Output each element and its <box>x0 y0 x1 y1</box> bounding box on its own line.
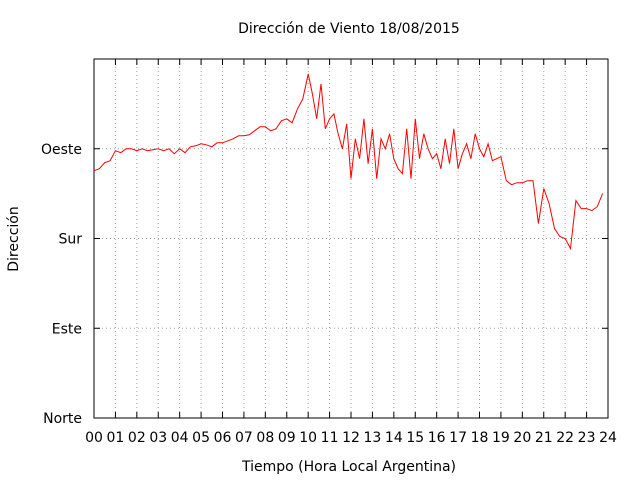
x-tick-label: 20 <box>513 430 531 446</box>
y-tick-label: Sur <box>58 232 82 248</box>
axis-ticks <box>93 59 609 419</box>
x-axis-label: Tiempo (Hora Local Argentina) <box>241 459 456 475</box>
x-tick-label: 23 <box>578 430 596 446</box>
x-tick-label: 08 <box>256 430 274 446</box>
y-tick-label: Norte <box>43 411 82 427</box>
grid-lines <box>94 59 608 418</box>
series-line-wind-direction <box>93 73 604 251</box>
y-axis-label: Dirección <box>6 206 22 271</box>
x-tick-label: 07 <box>235 430 253 446</box>
y-tick-label: Este <box>52 321 82 337</box>
x-tick-label: 22 <box>556 430 574 446</box>
x-tick-label: 12 <box>342 430 360 446</box>
x-tick-label: 09 <box>278 430 296 446</box>
x-tick-label: 02 <box>128 430 146 446</box>
x-tick-label: 04 <box>171 430 189 446</box>
x-tick-label: 18 <box>471 430 489 446</box>
x-tick-label: 10 <box>299 430 317 446</box>
x-tick-label: 00 <box>85 430 103 446</box>
x-tick-label: 16 <box>428 430 446 446</box>
x-tick-label: 06 <box>214 430 232 446</box>
x-tick-label: 24 <box>599 430 617 446</box>
x-tick-label: 21 <box>535 430 553 446</box>
x-tick-label: 05 <box>192 430 210 446</box>
x-tick-label: 03 <box>149 430 167 446</box>
y-tick-label: Oeste <box>41 142 82 158</box>
chart-title: Dirección de Viento 18/08/2015 <box>238 21 460 37</box>
x-tick-label: 15 <box>406 430 424 446</box>
x-tick-label: 13 <box>364 430 382 446</box>
x-tick-label: 19 <box>492 430 510 446</box>
x-tick-label: 01 <box>107 430 125 446</box>
x-tick-label: 14 <box>385 430 403 446</box>
x-tick-label: 11 <box>321 430 339 446</box>
x-tick-labels: 00 01 02 03 04 05 06 07 08 09 10 11 12 13 14 15 16 17 18 19… <box>85 430 617 446</box>
y-tick-labels: Norte Este Sur Oeste <box>41 142 82 427</box>
x-tick-label: 17 <box>449 430 467 446</box>
